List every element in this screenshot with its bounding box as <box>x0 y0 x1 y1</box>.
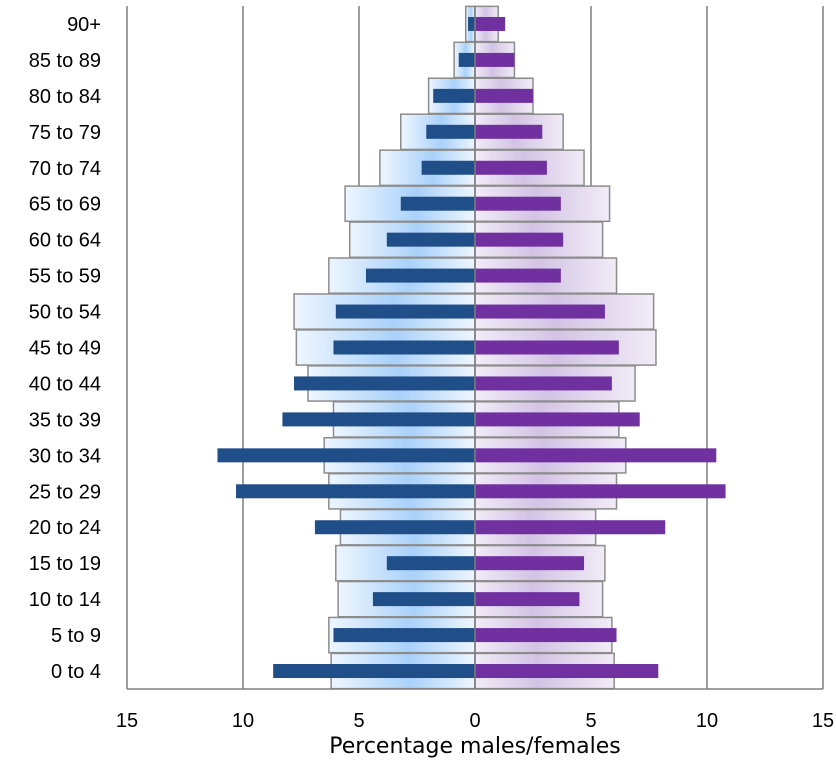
age-label: 30 to 34 <box>29 445 101 467</box>
male-bar <box>333 340 475 355</box>
male-bar <box>335 304 475 319</box>
female-bar <box>475 196 561 211</box>
male-bar <box>372 592 475 607</box>
age-label: 10 to 14 <box>29 589 101 611</box>
age-label: 25 to 29 <box>29 481 101 503</box>
female-bar <box>475 628 617 643</box>
x-axis-title: Percentage males/females <box>329 734 621 759</box>
age-label: 40 to 44 <box>29 373 101 395</box>
x-tick-label: 10 <box>232 710 254 732</box>
female-bar <box>475 52 515 67</box>
age-label: 75 to 79 <box>29 122 101 144</box>
female-bar <box>475 664 659 679</box>
female-bar <box>475 448 717 463</box>
x-tick-label: 5 <box>585 710 596 732</box>
female-bar <box>475 268 561 283</box>
age-labels: 0 to 4 5 to 9 10 to 14 15 to 19 20 to 24 25 t… <box>29 14 101 683</box>
age-label: 65 to 69 <box>29 194 101 216</box>
age-label: 90+ <box>67 14 101 36</box>
data-bars <box>217 6 726 689</box>
male-bar <box>468 16 475 31</box>
female-bar <box>475 160 547 175</box>
female-bar <box>475 484 726 499</box>
female-bar <box>475 304 605 319</box>
female-bar <box>475 232 564 247</box>
age-label: 55 to 59 <box>29 266 101 288</box>
male-bar <box>365 268 475 283</box>
male-bar <box>433 88 475 103</box>
male-bar <box>421 160 475 175</box>
male-bar <box>426 124 475 139</box>
male-bar <box>236 484 475 499</box>
female-bar <box>475 340 619 355</box>
age-label: 5 to 9 <box>51 625 101 647</box>
female-bar <box>475 16 506 31</box>
age-label: 85 to 89 <box>29 50 101 72</box>
female-bar <box>475 88 533 103</box>
female-bar <box>475 376 612 391</box>
male-bar <box>458 52 475 67</box>
age-label: 70 to 74 <box>29 158 101 180</box>
age-label: 60 to 64 <box>29 230 101 252</box>
female-bar <box>475 412 640 427</box>
x-tick-labels: 15 10 5 0 5 10 15 <box>116 710 834 732</box>
female-bar <box>475 556 585 571</box>
female-bar <box>475 124 543 139</box>
age-label: 80 to 84 <box>29 86 101 108</box>
x-tick-label: 15 <box>812 710 834 732</box>
age-label: 45 to 49 <box>29 338 101 360</box>
x-tick-label: 0 <box>469 710 480 732</box>
male-bar <box>217 448 476 463</box>
male-bar <box>294 376 475 391</box>
male-bar <box>273 664 475 679</box>
female-bar <box>475 520 666 535</box>
female-bar <box>475 592 580 607</box>
x-tick-label: 5 <box>353 710 364 732</box>
male-bar <box>386 556 475 571</box>
male-bar <box>333 628 475 643</box>
age-label: 20 to 24 <box>29 517 101 539</box>
x-tick-label: 10 <box>696 710 718 732</box>
age-label: 0 to 4 <box>51 661 101 683</box>
male-bar <box>314 520 475 535</box>
age-label: 35 to 39 <box>29 409 101 431</box>
male-bar <box>282 412 475 427</box>
male-bar <box>400 196 475 211</box>
male-bar <box>386 232 475 247</box>
x-tick-label: 15 <box>116 710 138 732</box>
age-label: 50 to 54 <box>29 302 101 324</box>
age-label: 15 to 19 <box>29 553 101 575</box>
